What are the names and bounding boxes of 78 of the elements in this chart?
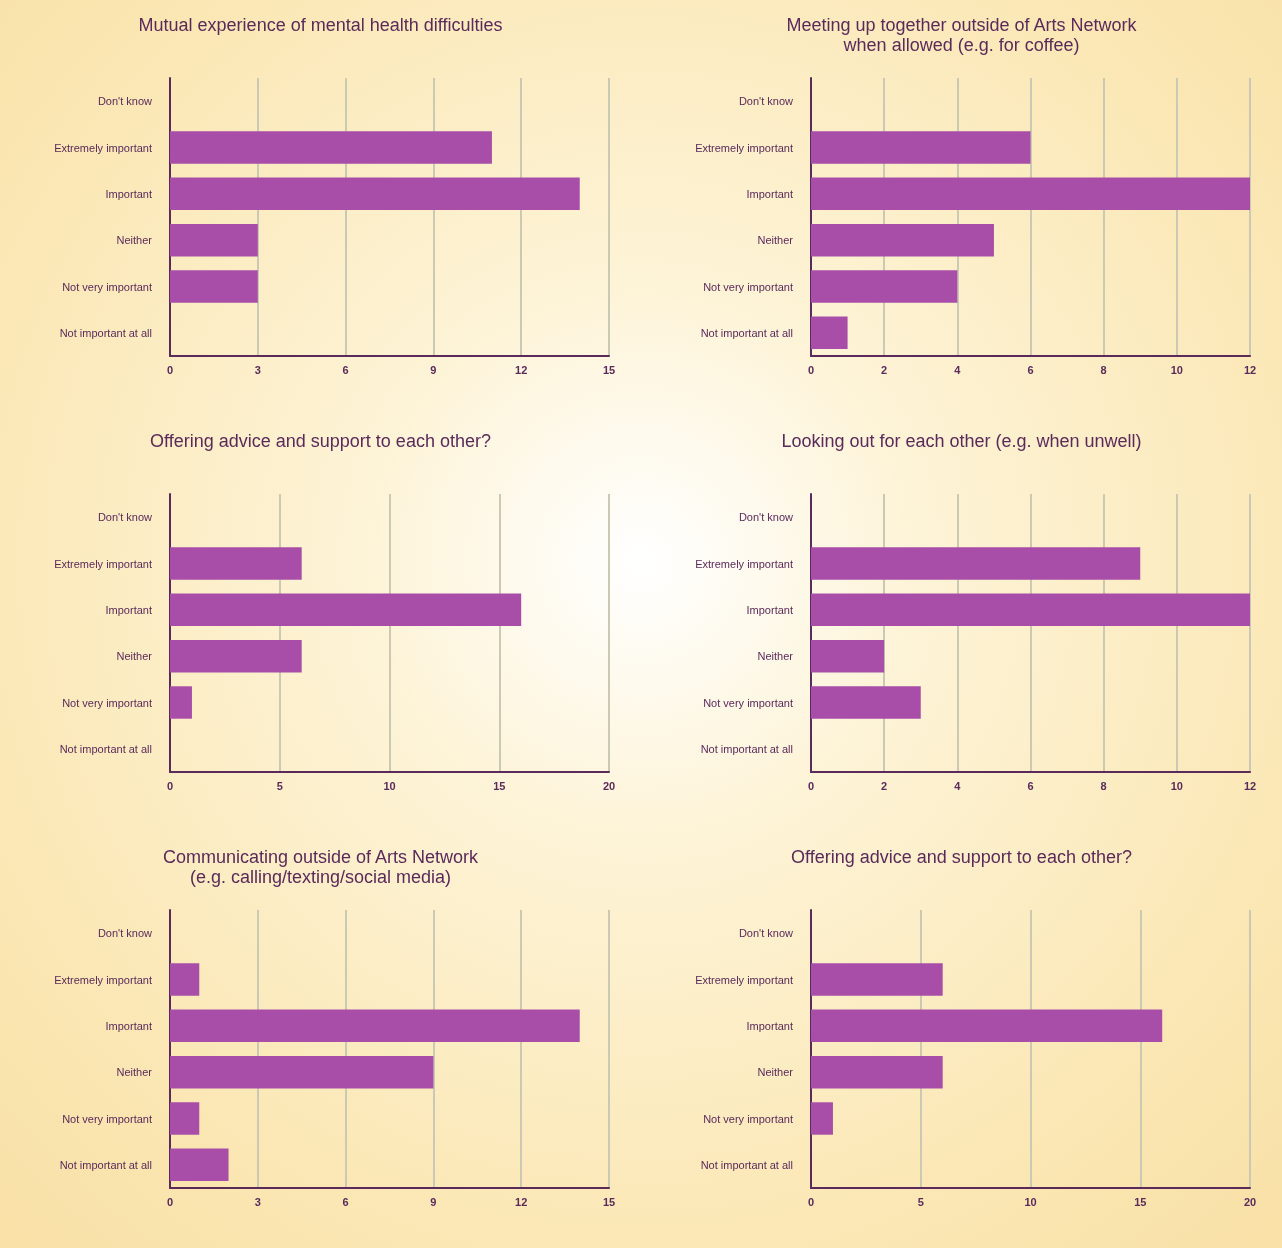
y-tick-label: Neither xyxy=(757,1066,794,1079)
x-tick-label: 0 xyxy=(807,363,815,376)
x-tick-label: 12 xyxy=(1243,363,1257,376)
y-tick-label: Don't know xyxy=(97,927,153,940)
y-tick-label: Not important at all xyxy=(59,1158,152,1171)
y-tick-label: Not very important xyxy=(62,696,152,709)
chart-title: Mutual experience of mental health difficulties xyxy=(138,15,503,35)
x-tick-label: 15 xyxy=(493,779,506,792)
y-tick-label: Neither xyxy=(116,234,153,247)
y-tick-label: Don't know xyxy=(738,95,794,108)
x-tick-label: 4 xyxy=(954,363,962,376)
x-tick-label: 2 xyxy=(881,779,888,792)
x-tick-label: 10 xyxy=(1170,363,1183,376)
y-tick-label: Not very important xyxy=(703,696,793,709)
y-tick-label: Neither xyxy=(757,650,794,663)
chart-title: Communicating outside of Arts Network (e.g. calling/texting/social media) xyxy=(162,847,480,887)
y-tick-label: Important xyxy=(105,187,152,200)
x-tick-label: 8 xyxy=(1100,779,1107,792)
x-tick-label: 9 xyxy=(430,363,437,376)
y-tick-label: Neither xyxy=(757,234,794,247)
x-tick-label: 6 xyxy=(1027,779,1034,792)
y-tick-label: Don't know xyxy=(738,511,794,524)
x-tick-label: 0 xyxy=(166,363,174,376)
x-tick-label: 0 xyxy=(807,1195,815,1208)
y-tick-label: Don't know xyxy=(97,511,153,524)
x-tick-label: 20 xyxy=(1243,1195,1257,1208)
y-tick-label: Not important at all xyxy=(700,742,793,755)
y-tick-label: Not very important xyxy=(703,280,793,293)
x-tick-label: 5 xyxy=(917,1195,924,1208)
x-tick-label: 10 xyxy=(383,779,396,792)
y-tick-label: Not important at all xyxy=(59,326,152,339)
y-tick-label: Extremely important xyxy=(695,973,793,986)
chart-title: Offering advice and support to each other? xyxy=(150,431,491,451)
x-tick-label: 6 xyxy=(342,363,349,376)
y-tick-label: Extremely important xyxy=(695,141,793,154)
chart-title: Offering advice and support to each other? xyxy=(791,847,1132,867)
x-tick-label: 6 xyxy=(1027,363,1034,376)
y-tick-label: Not very important xyxy=(62,1112,152,1125)
y-tick-label: Not very important xyxy=(703,1112,793,1125)
y-tick-label: Not important at all xyxy=(59,742,152,755)
x-tick-label: 10 xyxy=(1170,779,1183,792)
x-tick-label: 0 xyxy=(807,779,815,792)
x-tick-label: 8 xyxy=(1100,363,1107,376)
y-tick-label: Important xyxy=(105,1019,152,1032)
x-tick-label: 12 xyxy=(1243,779,1257,792)
chart-title: Meeting up together outside of Arts Network when allowed (e.g. for coffee) xyxy=(786,15,1138,55)
x-tick-label: 15 xyxy=(1134,1195,1147,1208)
y-tick-label: Not important at all xyxy=(700,326,793,339)
x-tick-label: 4 xyxy=(954,779,962,792)
x-tick-label: 5 xyxy=(276,779,283,792)
y-tick-label: Neither xyxy=(116,1066,153,1079)
x-tick-label: 12 xyxy=(515,363,528,376)
chart-title: Looking out for each other (e.g. when unwell) xyxy=(781,431,1142,451)
x-tick-label: 10 xyxy=(1024,1195,1037,1208)
x-tick-label: 9 xyxy=(430,1195,437,1208)
y-tick-label: Not very important xyxy=(62,280,152,293)
y-tick-label: Extremely important xyxy=(54,141,152,154)
y-tick-label: Not important at all xyxy=(700,1158,793,1171)
y-tick-label: Important xyxy=(105,603,152,616)
y-tick-label: Don't know xyxy=(738,927,794,940)
y-tick-label: Extremely important xyxy=(54,973,152,986)
y-tick-label: Don't know xyxy=(97,95,153,108)
y-tick-label: Neither xyxy=(116,650,153,663)
x-tick-label: 2 xyxy=(881,363,888,376)
y-tick-label: Important xyxy=(746,1019,793,1032)
x-tick-label: 3 xyxy=(254,1195,261,1208)
x-tick-label: 0 xyxy=(166,1195,174,1208)
x-tick-label: 12 xyxy=(515,1195,528,1208)
x-tick-label: 15 xyxy=(602,363,616,376)
y-tick-label: Important xyxy=(746,187,793,200)
x-tick-label: 0 xyxy=(166,779,174,792)
y-tick-label: Extremely important xyxy=(695,557,793,570)
x-tick-label: 15 xyxy=(602,1195,616,1208)
y-tick-label: Extremely important xyxy=(54,557,152,570)
x-tick-label: 6 xyxy=(342,1195,349,1208)
x-tick-label: 3 xyxy=(254,363,261,376)
x-tick-label: 20 xyxy=(602,779,616,792)
y-tick-label: Important xyxy=(746,603,793,616)
